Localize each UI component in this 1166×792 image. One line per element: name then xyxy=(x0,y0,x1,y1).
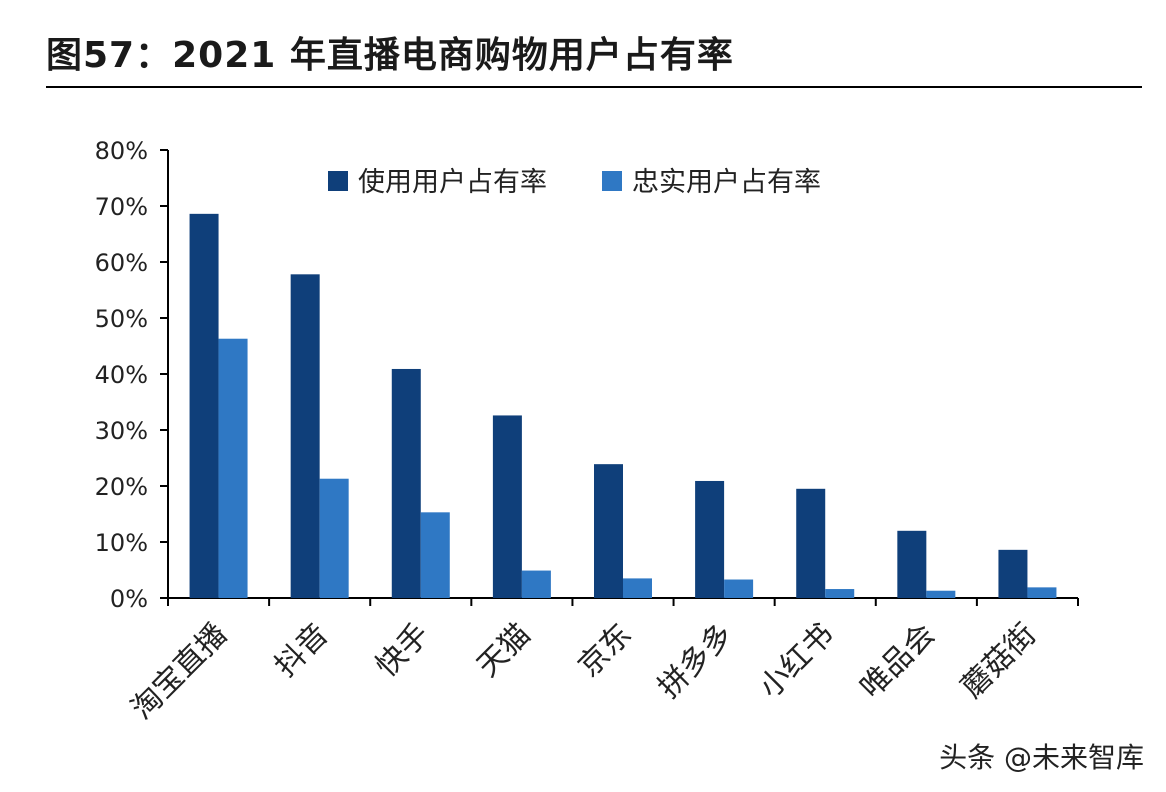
bars xyxy=(189,213,1057,598)
bar-loyal-8 xyxy=(1027,587,1057,598)
legend-swatch xyxy=(328,171,348,191)
x-tick-label: 抖音 xyxy=(268,617,335,684)
legend: 使用用户占有率 忠实用户占有率 xyxy=(328,167,821,198)
x-tick-label: 淘宝直播 xyxy=(125,617,235,727)
bar-loyal-5 xyxy=(724,579,754,598)
bar-loyal-6 xyxy=(825,589,855,598)
y-axis: 0% 10% 20% 30% 40% 50% 60% 70% 80% xyxy=(95,137,169,613)
x-tick-label: 唯品会 xyxy=(854,617,942,705)
bar-loyal-2 xyxy=(420,512,450,598)
x-tick-label: 快手 xyxy=(369,617,436,684)
watermark: 头条 @未来智库 xyxy=(939,741,1144,774)
x-axis: 淘宝直播 抖音 快手 天猫 京东 拼多多 小红书 唯品会 蘑菇街 xyxy=(125,597,1079,727)
x-tick-label: 京东 xyxy=(571,617,638,684)
y-tick-label: 0% xyxy=(110,585,148,613)
y-tick-label: 70% xyxy=(95,193,148,221)
figure-title: 图57：2021 年直播电商购物用户占有率 xyxy=(46,35,734,76)
bar-used-7 xyxy=(897,530,927,598)
y-tick-label: 80% xyxy=(95,137,148,165)
y-tick-label: 10% xyxy=(95,529,148,557)
x-tick-label: 天猫 xyxy=(470,617,537,684)
bar-used-5 xyxy=(695,480,725,598)
bar-loyal-1 xyxy=(319,478,349,598)
bar-used-1 xyxy=(290,274,320,598)
legend-label: 忠实用户占有率 xyxy=(632,167,821,198)
x-tick-label: 拼多多 xyxy=(651,617,739,705)
x-tick-label: 小红书 xyxy=(752,617,840,705)
bar-used-6 xyxy=(796,488,826,598)
legend-label: 使用用户占有率 xyxy=(358,167,547,198)
bar-loyal-0 xyxy=(218,338,248,598)
x-tick-label: 蘑菇街 xyxy=(955,617,1043,705)
legend-swatch xyxy=(602,171,622,191)
bar-used-3 xyxy=(492,415,522,598)
bar-used-0 xyxy=(189,213,219,598)
bar-used-8 xyxy=(998,549,1028,598)
title-divider xyxy=(46,86,1142,88)
bar-loyal-4 xyxy=(623,578,652,598)
y-tick-label: 20% xyxy=(95,473,148,501)
bar-loyal-3 xyxy=(521,570,551,598)
bar-used-4 xyxy=(594,464,623,598)
bar-used-2 xyxy=(391,368,421,598)
y-tick-label: 50% xyxy=(95,305,148,333)
y-tick-label: 30% xyxy=(95,417,148,445)
y-tick-label: 40% xyxy=(95,361,148,389)
y-tick-label: 60% xyxy=(95,249,148,277)
bar-loyal-7 xyxy=(926,590,956,598)
